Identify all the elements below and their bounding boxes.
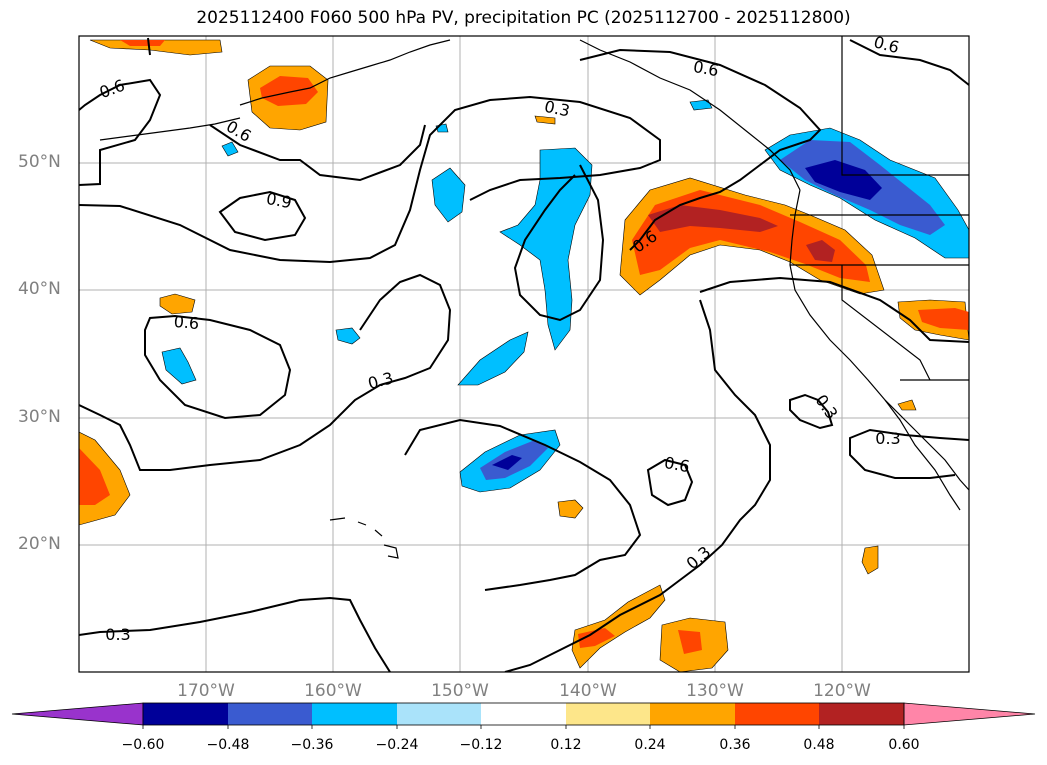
- contour-label: 0.3: [683, 542, 715, 573]
- contour-0.3-small: [789, 393, 834, 430]
- colorbar-tick: 0.12: [550, 737, 582, 753]
- contour-0.6-topright: [849, 39, 969, 86]
- colorbar-extend-low: [11, 702, 144, 726]
- contour-label: 0.3: [875, 429, 900, 448]
- colorbar-bin: [819, 703, 904, 725]
- lon-label: 120°W: [813, 681, 871, 701]
- contour-0.6-top: [147, 37, 151, 56]
- precip-south-3: [571, 584, 666, 669]
- colorbar-tick: 0.24: [634, 737, 666, 753]
- lon-label: 160°W: [304, 681, 362, 701]
- lon-label: 140°W: [559, 681, 617, 701]
- colorbar-bin: [228, 703, 312, 725]
- contour-label: 0.3: [366, 368, 396, 393]
- contour-label: 0.6: [663, 453, 691, 476]
- lat-label: 50°N: [18, 152, 61, 172]
- precip-blue-4: [335, 327, 361, 345]
- map-panel: 0.6 0.6 0.6 0.6 0.3 0.9 0.6 0.6 0.3 0.3 …: [78, 32, 970, 673]
- colorbar-tick: −0.60: [121, 737, 165, 753]
- contour-label: 0.6: [97, 76, 127, 103]
- colorbar-tick: 0.36: [719, 737, 751, 753]
- colorbar-bin: [735, 703, 819, 725]
- coastlines: [99, 36, 969, 559]
- contour-label: 0.6: [692, 57, 720, 80]
- map-title: 2025112400 F060 500 hPa PV, precipitatio…: [196, 8, 851, 28]
- contour-0.3-east: [504, 299, 771, 672]
- colorbar-bin: [481, 703, 566, 725]
- lat-label: 20°N: [18, 534, 61, 554]
- colorbar-bin: [143, 703, 228, 725]
- contour-0.6-right: [579, 48, 822, 251]
- contour-label: 0.9: [265, 189, 293, 212]
- precip-blue-9: [689, 99, 713, 111]
- precip-south-1: [557, 499, 584, 519]
- aleutians: [99, 117, 241, 141]
- colorbar-tick: 0.60: [888, 737, 920, 753]
- contour-label: 0.3: [543, 97, 572, 121]
- precip-positive-areas: [79, 39, 969, 672]
- canada-border: [841, 36, 969, 176]
- colorbar-tick: −0.48: [206, 737, 250, 753]
- colorbar-bin: [397, 703, 481, 725]
- contour-0.6-a: [209, 124, 426, 182]
- colorbar: [11, 702, 1036, 729]
- contour-0.6-d: [646, 458, 694, 507]
- contour-0.3-mid: [79, 273, 452, 471]
- lon-label: 130°W: [686, 681, 744, 701]
- state-border-ca: [841, 265, 931, 381]
- contour-0.3-right: [849, 428, 969, 479]
- contour-0.6-nw: [79, 78, 162, 186]
- colorbar-bin: [566, 703, 650, 725]
- graticule: [79, 36, 969, 672]
- pv-contours: [79, 37, 969, 672]
- colorbar-bin: [312, 703, 397, 725]
- contour-0.3-big: [79, 95, 661, 264]
- contour-0.6-b: [144, 314, 292, 420]
- precip-blue-center: [499, 147, 593, 351]
- precip-blue-5: [161, 347, 197, 385]
- contour-0.3-bottom: [79, 596, 391, 672]
- contour-0.9: [218, 190, 307, 242]
- contour-label: 0.6: [173, 312, 200, 333]
- lat-label: 40°N: [18, 279, 61, 299]
- contour-0.6-c: [699, 276, 969, 343]
- precip-blue-7: [221, 141, 239, 157]
- lat-label: 30°N: [18, 407, 61, 427]
- alaska-coast: [239, 39, 451, 106]
- lon-label: 170°W: [177, 681, 235, 701]
- colorbar-tick: −0.24: [375, 737, 419, 753]
- precip-south-2: [861, 545, 879, 575]
- precip-blue-2: [431, 167, 466, 223]
- contour-0.3-center: [513, 164, 605, 322]
- precip-small-2: [159, 293, 196, 315]
- precip-top-left: [89, 39, 223, 56]
- colorbar-bin: [650, 703, 735, 725]
- precip-blue-3: [457, 331, 529, 386]
- lon-label: 150°W: [431, 681, 489, 701]
- colorbar-tick: 0.48: [803, 737, 835, 753]
- colorbar-tick: −0.36: [290, 737, 334, 753]
- precip-small-3: [897, 399, 917, 411]
- contour-label: 0.3: [105, 625, 130, 644]
- colorbar-extend-high: [903, 702, 1036, 726]
- contour-0.3-lower: [404, 418, 642, 591]
- bc-coast: [579, 39, 801, 191]
- precip-small-1: [534, 115, 556, 125]
- hawaii: [329, 517, 399, 559]
- precip-negative-areas: [161, 99, 969, 493]
- colorbar-tick: −0.12: [459, 737, 503, 753]
- us-west-coast: [789, 189, 969, 491]
- map-frame: [78, 35, 970, 673]
- baja: [884, 399, 961, 511]
